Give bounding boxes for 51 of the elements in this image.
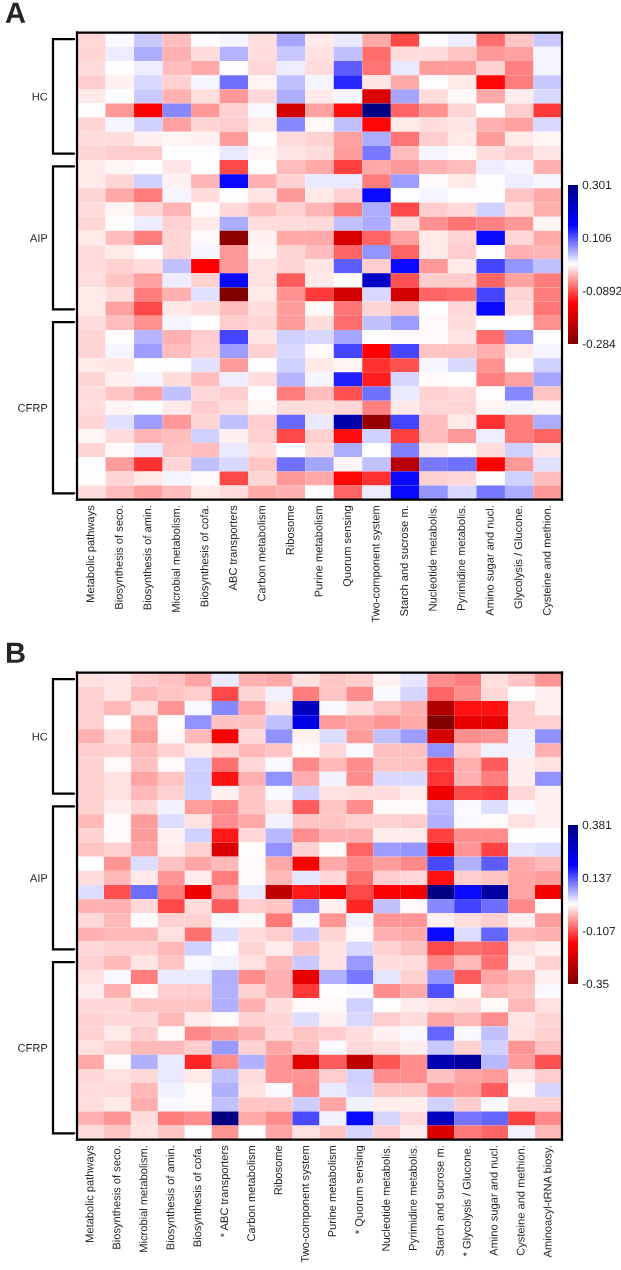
x-tick-label: Two-component system	[371, 505, 382, 623]
x-tick-label: ABC transporters	[229, 505, 240, 591]
x-tick-label: Cysteine and methion.	[542, 506, 553, 616]
x-tick-label: * Quorum sensing	[354, 1145, 366, 1234]
x-tick-label: Amino sugar and nucl.	[489, 1146, 500, 1256]
x-tick-label: Purine metabolism	[314, 505, 323, 597]
x-tick-label: Biosynthesis of seco.	[114, 506, 125, 609]
y-tick-label: CFRP	[18, 403, 48, 412]
x-tick-label: Glycolysis / Glucone.	[514, 506, 525, 609]
x-tick-label: Purine metabolism	[327, 1145, 336, 1237]
x-tick-label: Metabolic pathways	[86, 505, 97, 602]
x-tick-label: Ribosome	[285, 505, 294, 555]
color-bar-label: 0.106	[582, 233, 612, 243]
color-bar-label: -0.0892	[582, 286, 621, 296]
x-tick-label: Biosynthesis of cofa.	[193, 1146, 204, 1247]
color-bar-label: -0.35	[582, 979, 609, 989]
x-tick-label: Starch and sucrose m.	[399, 506, 409, 616]
x-tick-label: Biosynthesis of amin.	[166, 1146, 177, 1250]
x-tick-label: Nucleotide metabolis.	[381, 1146, 390, 1251]
x-tick-label: Ribosome	[273, 1145, 283, 1195]
x-tick-label: Microbial metabolism.	[171, 506, 180, 612]
x-tick-label: Aminoacyl-tRNA biosy.	[543, 1146, 554, 1258]
chart-title: A	[5, 2, 26, 23]
y-tick-label: HC	[32, 732, 48, 741]
x-tick-label: Carbon metabolism	[257, 505, 266, 602]
y-tick-label: AIP	[29, 874, 48, 882]
x-tick-label: Amino sugar and nucl.	[485, 506, 496, 616]
x-tick-label: Biosynthesis of seco.	[112, 1146, 123, 1249]
x-tick-label: Biosynthesis of amin.	[143, 506, 154, 610]
color-bar-label: 0.381	[582, 820, 612, 830]
x-tick-label: Pyrimidine metabolis.	[456, 506, 468, 610]
x-tick-label: Starch and sucrose m.	[435, 1146, 444, 1256]
color-bar-label: -0.107	[582, 926, 616, 936]
x-tick-label: Carbon metabolism	[246, 1145, 256, 1242]
x-tick-label: Two-component system	[301, 1145, 312, 1263]
color-bar-label: -0.284	[582, 339, 616, 349]
y-tick-label: HC	[32, 92, 48, 101]
y-tick-label: AIP	[29, 234, 48, 242]
x-tick-label: * Glycolysis / Glucone.	[462, 1146, 473, 1257]
x-tick-label: Metabolic pathways	[85, 1145, 96, 1242]
y-tick-label: CFRP	[18, 1043, 48, 1052]
x-tick-label: Cysteine and methion.	[516, 1146, 527, 1256]
x-tick-label: Nucleotide metabolis.	[428, 506, 437, 611]
chart-title: B	[6, 642, 25, 663]
x-tick-label: Biosynthesis of cofa.	[200, 506, 211, 607]
color-bar-label: 0.137	[582, 873, 612, 883]
x-tick-label: Quorum sensing	[342, 505, 354, 587]
color-bar-label: 0.301	[582, 180, 612, 190]
x-tick-label: * ABC transporters	[220, 1145, 231, 1238]
x-tick-label: Pyrimidine metabolis.	[408, 1146, 419, 1250]
x-tick-label: Microbial metabolism.	[139, 1146, 148, 1252]
